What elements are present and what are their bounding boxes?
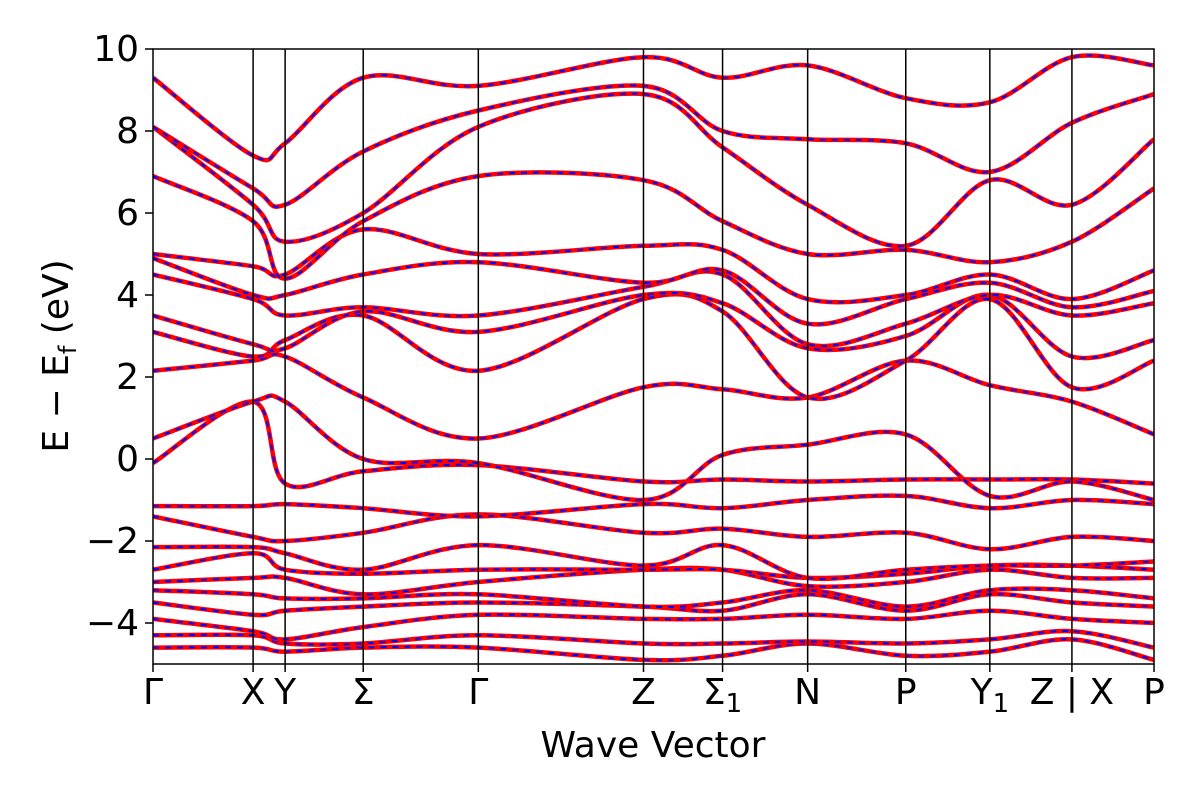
- band-line-dashed: [153, 84, 1154, 208]
- x-tick-label: Σ: [352, 672, 375, 713]
- y-tick-label: 4: [116, 275, 139, 316]
- band-line-solid: [153, 292, 1154, 402]
- high-symmetry-lines: [252, 49, 1073, 664]
- bands-layer: [153, 53, 1154, 663]
- band-line-dashed: [153, 293, 1154, 400]
- x-tick-label: P: [1143, 672, 1165, 713]
- x-tick-label: X: [241, 672, 266, 713]
- band-line-solid: [153, 83, 1154, 209]
- band-line-dashed: [153, 394, 1154, 502]
- y-tick-label: 6: [116, 193, 139, 234]
- band-line-dashed: [153, 257, 1154, 326]
- band-line-dashed: [153, 54, 1154, 162]
- y-tick-label: 8: [116, 111, 139, 152]
- x-tick-label: N: [794, 672, 821, 713]
- y-axis-label: E − Ef (eV): [36, 259, 82, 452]
- y-axis-label-unit: (eV): [36, 259, 77, 345]
- band-line-solid: [153, 53, 1154, 163]
- y-tick-label: 0: [116, 439, 139, 480]
- y-tick-label: 10: [93, 29, 139, 70]
- band-line-solid: [153, 290, 1154, 361]
- y-axis-label-main: E − E: [36, 354, 77, 453]
- y-axis-ticks: −4 −2 0 2 4 6 8 10: [86, 29, 153, 644]
- x-axis-label: Wave Vector: [541, 725, 766, 766]
- band-line-solid: [153, 393, 1154, 503]
- x-tick-label: Z | X: [1030, 672, 1114, 713]
- x-tick-label: Σ1: [703, 672, 742, 719]
- y-tick-label: −4: [86, 603, 139, 644]
- plot-frame: [152, 48, 1155, 665]
- x-axis-ticks: Γ X Y Σ Γ Z Σ1 N P Y1 Z | X P: [143, 664, 1165, 719]
- x-tick-label: Y1: [970, 672, 1010, 719]
- x-tick-label: P: [895, 672, 917, 713]
- x-tick-label: Γ: [468, 672, 488, 713]
- y-tick-label: −2: [86, 521, 139, 562]
- y-axis-label-sub: f: [54, 345, 82, 354]
- band-line-solid: [153, 586, 1154, 610]
- x-tick-label: Γ: [143, 672, 163, 713]
- band-line-dashed: [153, 92, 1154, 248]
- band-line-solid: [153, 351, 1154, 441]
- band-line-solid: [153, 608, 1154, 642]
- band-line-solid: [153, 512, 1154, 552]
- x-tick-label: Y: [273, 672, 297, 713]
- y-tick-label: 2: [116, 357, 139, 398]
- x-tick-label: Z: [631, 672, 656, 713]
